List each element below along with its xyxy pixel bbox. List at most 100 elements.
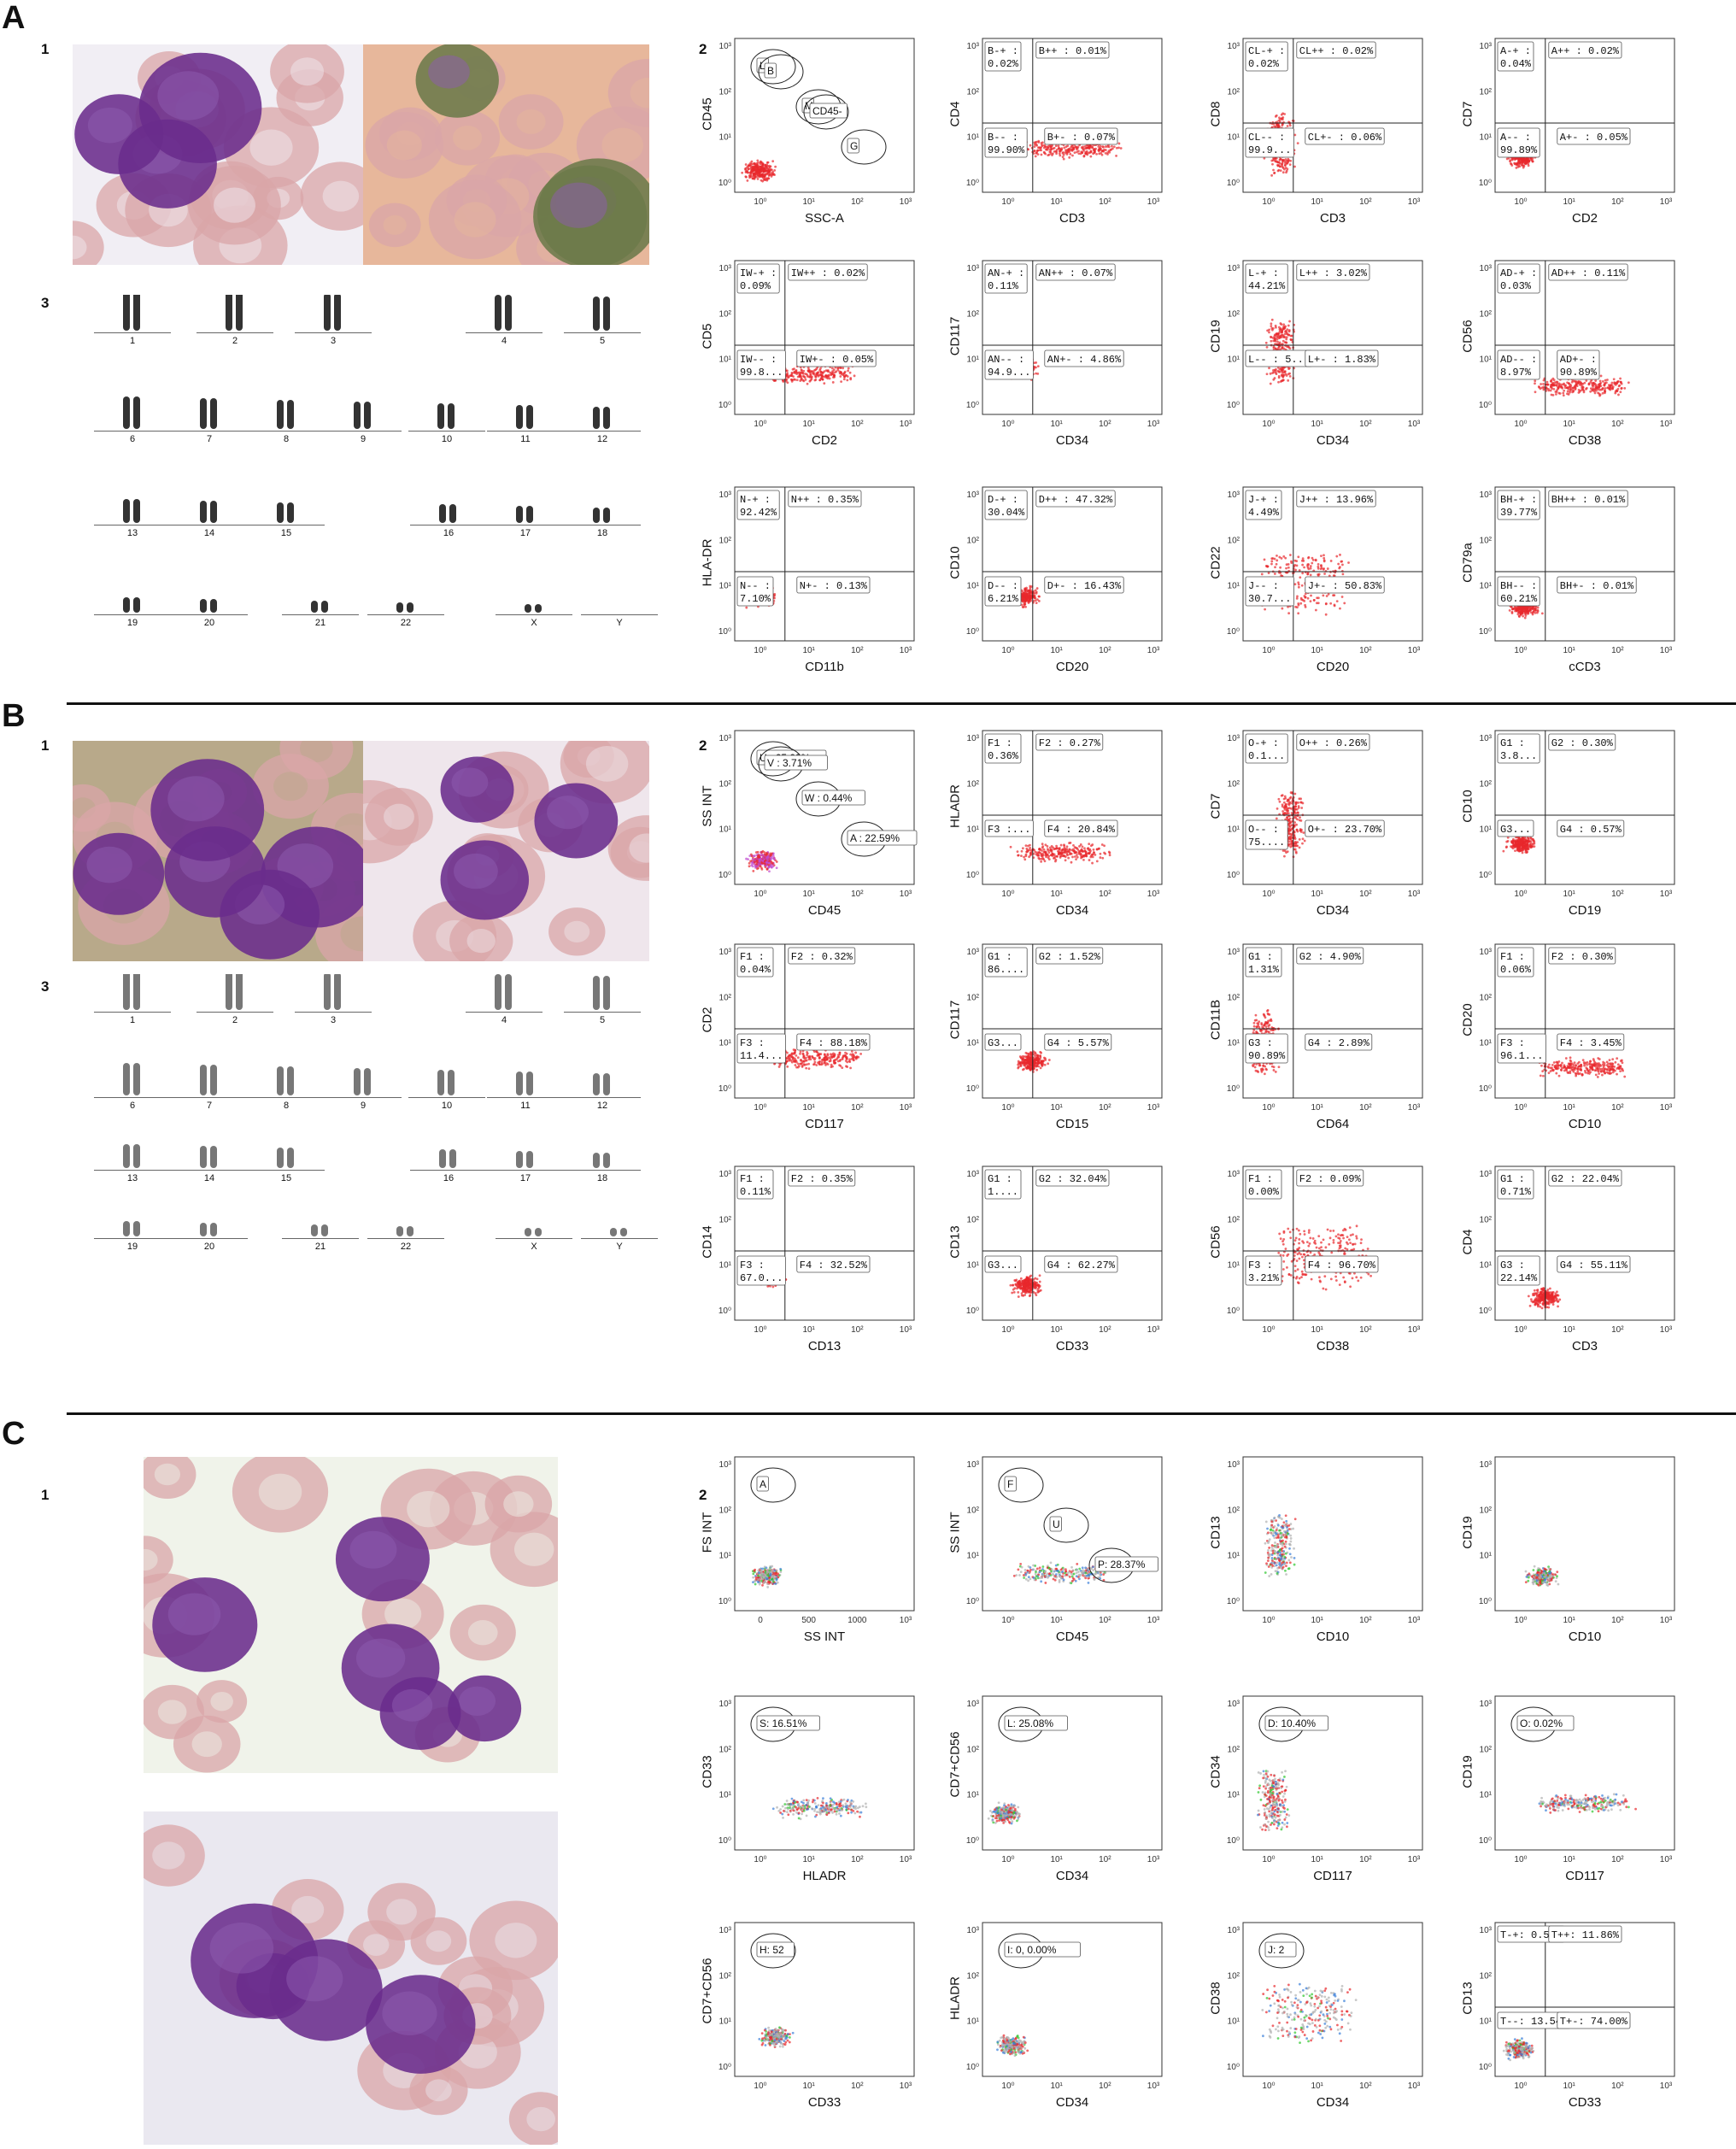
event-dot: [1288, 796, 1292, 800]
event-dot: [1104, 149, 1107, 151]
quadrant-label-box: [1548, 41, 1622, 59]
event-dot: [1037, 139, 1041, 143]
event-dot: [1521, 848, 1524, 852]
event-dot: [765, 855, 769, 859]
event-dot: [769, 165, 772, 168]
event-dot: [1025, 596, 1029, 599]
quadrant-label: 3.8...: [1500, 750, 1537, 762]
chromosome: [321, 601, 328, 613]
chromosome: [495, 295, 501, 331]
event-dot: [1263, 156, 1266, 160]
quadrant-label-box: [984, 263, 1028, 294]
chromosome: [210, 1223, 217, 1236]
event-dot: [1028, 855, 1031, 859]
event-dot: [1309, 600, 1312, 603]
event-dot: [1077, 152, 1081, 156]
event-dot: [760, 169, 763, 173]
y-tick-label: 10¹: [719, 355, 732, 365]
event-dot: [1523, 846, 1526, 849]
event-dot: [1536, 606, 1540, 609]
chromosome-pair: 8: [248, 393, 325, 453]
x-axis-label: CD34: [1316, 433, 1350, 448]
event-dot: [1300, 598, 1304, 602]
sublabel-3: 3: [41, 295, 50, 311]
event-dot: [1282, 323, 1286, 326]
quadrant-label-box: [1245, 41, 1288, 72]
chromosome: [210, 398, 217, 429]
y-axis-label: CD10: [1460, 790, 1475, 823]
event-dot: [1282, 373, 1286, 377]
quadrant-label-box: [1245, 127, 1294, 158]
event-dot: [1273, 172, 1276, 175]
event-dot: [1598, 379, 1602, 383]
event-dot: [1279, 328, 1282, 332]
quadrant-label-box: [1245, 490, 1282, 520]
y-tick-label: 10⁰: [966, 871, 979, 880]
event-dot: [812, 1063, 815, 1066]
chromosome: [277, 1066, 284, 1095]
chromosome: [526, 506, 533, 523]
event-dot: [1521, 841, 1523, 844]
chromosome-pair: 21: [282, 1201, 359, 1260]
baseline: [581, 1238, 658, 1239]
chromosome-number: 12: [596, 1101, 608, 1111]
event-dot: [1514, 608, 1516, 611]
baseline: [410, 1170, 487, 1171]
quadrant-label-box: [796, 349, 877, 367]
x-tick-label: 10¹: [1050, 197, 1063, 207]
chromosome-number: 14: [203, 528, 215, 538]
chromosome-pair: 18: [564, 1132, 641, 1192]
event-dot: [1034, 155, 1037, 158]
baseline: [410, 525, 487, 526]
event-dot: [1281, 371, 1284, 374]
event-dot: [1558, 392, 1562, 395]
red-blood-cell: [368, 203, 421, 248]
event-dot: [1299, 828, 1302, 831]
x-axis-label: CD38: [1568, 433, 1602, 448]
chromosome-pair: 3: [295, 293, 372, 355]
gate-outline: [758, 54, 804, 90]
event-dot: [1021, 847, 1024, 850]
event-dot: [1522, 157, 1525, 161]
y-axis-label: CD79a: [1460, 543, 1475, 583]
event-dot: [1073, 851, 1076, 854]
chromosome-number: 13: [126, 1173, 138, 1183]
x-tick-label: 10⁰: [1262, 197, 1275, 207]
event-dot: [756, 159, 760, 162]
event-dot: [1293, 844, 1296, 847]
x-tick-label: 10⁰: [754, 420, 766, 429]
event-dot: [1087, 847, 1090, 850]
event-dot: [1023, 587, 1027, 590]
chromosome: [407, 602, 413, 613]
chromosome-pair: 5: [564, 295, 641, 355]
event-dot: [1518, 165, 1522, 168]
event-dot: [754, 164, 757, 167]
event-dot: [1049, 848, 1052, 852]
y-tick-label: 10⁰: [718, 401, 731, 410]
baseline: [408, 1097, 485, 1098]
event-dot: [766, 167, 770, 171]
event-dot: [1051, 144, 1053, 147]
x-tick-label: 10⁰: [1514, 890, 1527, 899]
event-dot: [1104, 151, 1107, 155]
event-dot: [1021, 594, 1024, 597]
gate-outline: [750, 49, 796, 85]
event-dot: [1276, 332, 1278, 335]
x-tick-label: 10⁰: [1262, 420, 1275, 429]
chromosome-number: 16: [443, 528, 455, 538]
chromosome-number: 15: [280, 1173, 292, 1183]
event-dot: [786, 372, 789, 375]
event-dot: [1092, 851, 1095, 854]
event-dot: [763, 176, 766, 179]
y-tick-label: 10²: [719, 309, 732, 319]
event-dot: [1510, 157, 1514, 161]
y-tick-label: 10¹: [967, 355, 980, 365]
y-tick-label: 10²: [1480, 309, 1493, 319]
event-dot: [1092, 152, 1094, 156]
chromosome-pair: 16: [410, 1132, 487, 1192]
x-tick-label: 10²: [1099, 197, 1111, 207]
quadrant-label: AD+- :: [1560, 354, 1597, 366]
event-dot: [1277, 380, 1280, 384]
chromosome-number: 20: [203, 618, 215, 628]
